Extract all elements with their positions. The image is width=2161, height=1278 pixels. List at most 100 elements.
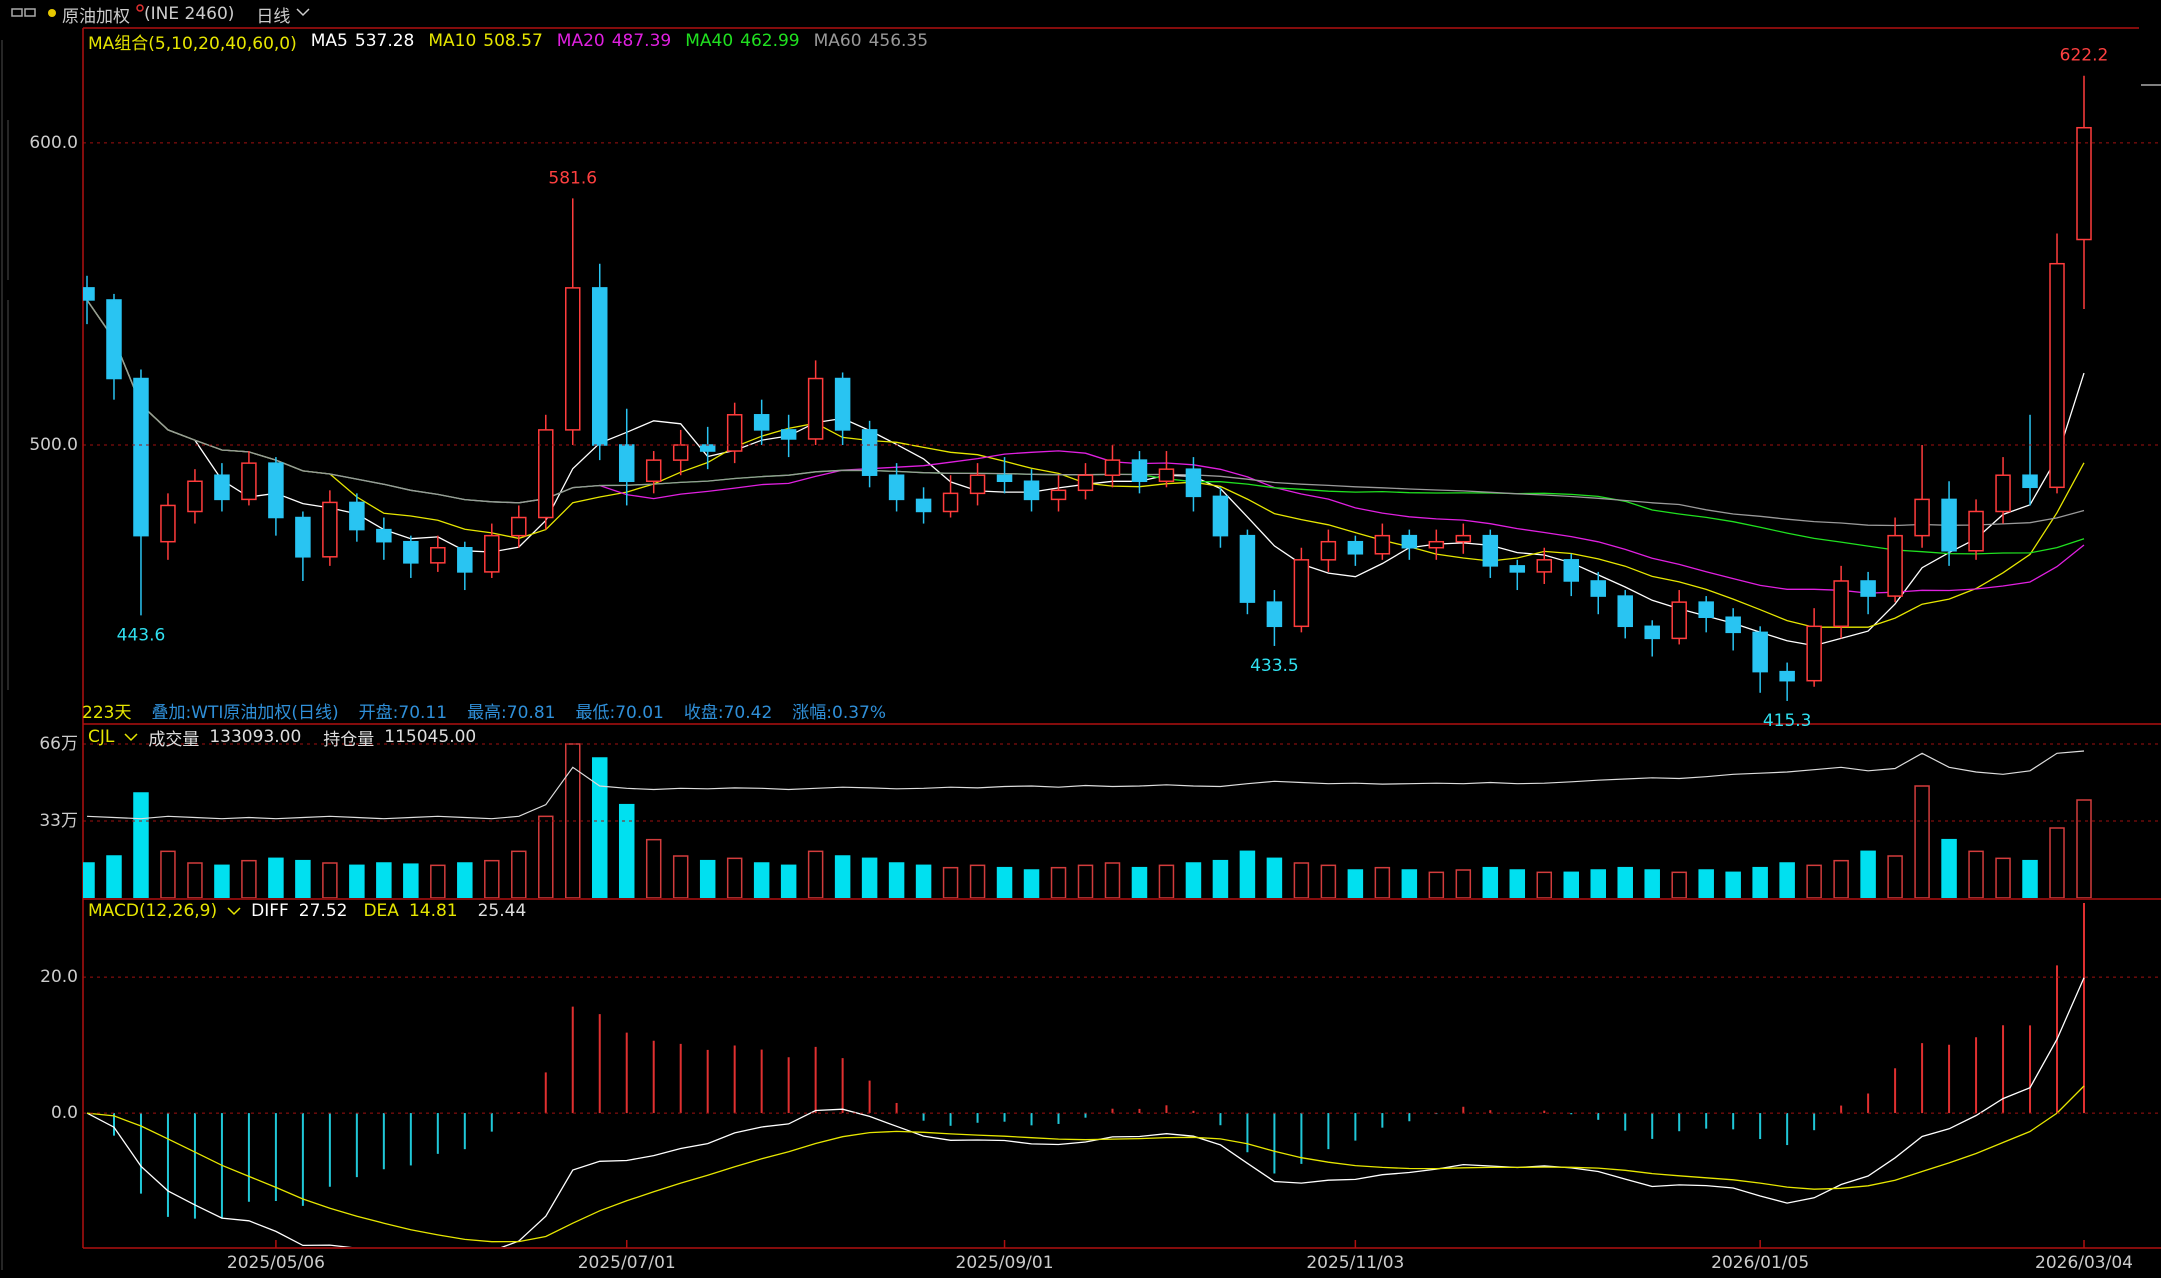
status-dot	[48, 9, 56, 17]
overlay-info: 开盘:70.11	[358, 702, 448, 723]
period[interactable]: 日线	[256, 6, 291, 27]
ma-name: MA10	[428, 31, 477, 51]
ma-line	[86, 299, 2085, 555]
candle-body	[187, 480, 203, 513]
candle-body	[1941, 498, 1957, 552]
candle-body	[83, 287, 95, 301]
macd-label[interactable]: MACD(12,26,9)	[88, 901, 218, 921]
volume-indicator[interactable]: CJL	[88, 727, 115, 747]
volume-bar	[83, 862, 95, 898]
symbol-code: (INE 2460)	[144, 4, 235, 24]
volume-bar	[1644, 869, 1660, 898]
ma-name: MA20	[556, 31, 605, 51]
volume-bar	[618, 803, 635, 898]
x-tick-label: 2025/11/03	[1306, 1253, 1404, 1273]
volume-bar	[1509, 869, 1526, 898]
volume-bar	[187, 862, 203, 898]
low-label: 433.5	[1250, 656, 1299, 676]
candle-body	[322, 501, 338, 558]
candle-body	[2076, 126, 2092, 241]
candle-body	[1698, 601, 1714, 618]
candle-body	[565, 287, 581, 431]
candle-body	[349, 501, 365, 531]
volume-bar	[538, 815, 554, 898]
candle-body	[834, 377, 851, 431]
volume-bar	[2076, 799, 2092, 898]
volume-bar	[1671, 871, 1687, 898]
low-label: 415.3	[1763, 711, 1812, 731]
candle-body	[1077, 474, 1094, 492]
volume-bar	[1401, 869, 1418, 898]
period-chevron[interactable]	[296, 8, 310, 17]
ma-value: 462.99	[740, 31, 800, 51]
candle-body	[1833, 580, 1849, 628]
x-tick-label: 2026/03/04	[2035, 1253, 2133, 1273]
symbol-name[interactable]: 原油加权	[62, 6, 130, 27]
volume-bar	[295, 859, 311, 898]
volume-bar	[996, 866, 1013, 898]
candle-body	[1725, 616, 1741, 634]
volume-bar	[1860, 850, 1876, 898]
ma-value: 537.28	[354, 31, 415, 51]
candle-body	[133, 377, 149, 537]
symbol-mark	[136, 4, 144, 12]
chevron[interactable]	[227, 901, 241, 921]
y-tick-label: 0.0	[51, 1103, 78, 1123]
volume-bar	[484, 859, 500, 898]
candle-body	[295, 516, 311, 558]
candle-body	[753, 414, 770, 431]
candle-body	[106, 299, 122, 380]
volume-bar	[834, 855, 851, 898]
ma-legend-item: MA10 508.57	[428, 31, 542, 51]
candle-body	[888, 474, 905, 501]
volume-bar	[2049, 827, 2065, 898]
left-sidebar	[1, 40, 9, 1270]
volume-bar	[1347, 869, 1364, 898]
days: 223天	[82, 702, 132, 723]
volume-bar	[1941, 838, 1957, 898]
volume-bar	[1023, 869, 1040, 898]
volume-bar	[1158, 864, 1175, 898]
candle-body	[1671, 601, 1687, 640]
volume-bar	[268, 857, 284, 898]
volume-name: 成交量	[148, 729, 200, 750]
volume-bar	[1536, 871, 1553, 898]
candle-body	[1428, 540, 1445, 549]
macd-value: 25.44	[477, 901, 527, 921]
candle-body	[1374, 534, 1391, 555]
volume-bar	[942, 866, 959, 898]
volume-bar	[1428, 871, 1445, 898]
candle-body	[1887, 534, 1903, 597]
y-tick-label: 66万	[39, 734, 78, 754]
candle-body	[484, 534, 500, 573]
candle-body	[457, 546, 473, 573]
candle-body	[1023, 480, 1040, 501]
volume-bar	[591, 757, 608, 898]
volume-bar	[753, 862, 770, 898]
volume-bar	[1104, 862, 1121, 898]
candle-body	[1482, 534, 1499, 567]
candle-body	[1104, 459, 1121, 476]
ma-legend-label[interactable]: MA组合(5,10,20,40,60,0)	[88, 33, 297, 54]
dea-value: 14.81	[408, 901, 458, 921]
overlay-info: 涨幅:0.37%	[792, 702, 887, 723]
volume-bar	[1779, 862, 1795, 898]
ma-line	[86, 299, 2085, 594]
volume-bar	[1995, 857, 2011, 898]
volume-bar	[1239, 850, 1256, 898]
candle-body	[1536, 559, 1553, 573]
candle-body	[1590, 580, 1606, 597]
volume-bar	[780, 864, 797, 898]
volume-bar	[322, 862, 338, 898]
candle-body	[1293, 559, 1310, 628]
overlay-info: 最低:70.01	[575, 702, 664, 723]
toolbar-icon[interactable]	[11, 8, 36, 17]
volume-bar	[861, 857, 878, 898]
diff-name: DIFF	[251, 901, 289, 921]
candle-body	[1401, 534, 1418, 549]
candle-body	[1779, 670, 1795, 682]
candle-body	[1347, 540, 1364, 555]
candle-body	[1509, 565, 1526, 573]
chevron[interactable]	[124, 727, 138, 747]
